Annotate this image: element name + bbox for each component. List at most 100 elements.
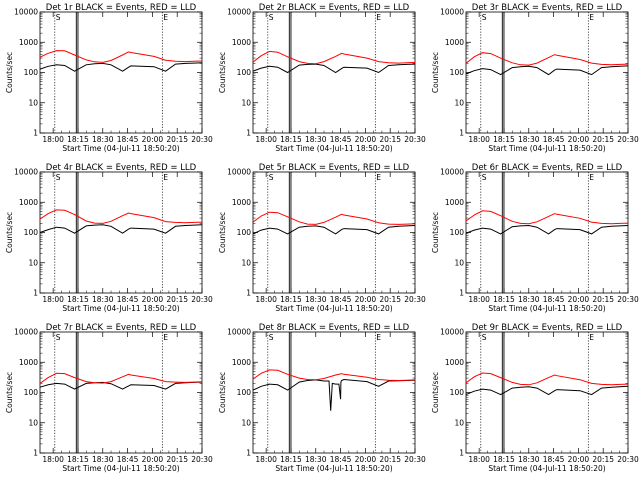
series-events-line bbox=[39, 62, 203, 72]
x-tick-label: 18:15 bbox=[493, 135, 515, 144]
panel-title: Det 5r BLACK = Events, RED = LLD bbox=[259, 163, 410, 173]
x-tick-label: 20:00 bbox=[355, 135, 377, 144]
y-tick-label: 1000 bbox=[19, 358, 38, 367]
series-lld-line bbox=[465, 210, 629, 225]
x-tick-label: 18:30 bbox=[518, 295, 540, 304]
panel-det-4: Det 4r BLACK = Events, RED = LLD 1 10 100 10… bbox=[5, 163, 213, 313]
x-tick-label: 18:45 bbox=[543, 135, 565, 144]
x-tick-label: 18:00 bbox=[468, 455, 490, 464]
x-tick-label: 20:30 bbox=[404, 295, 426, 304]
y-tick-label: 1 bbox=[459, 129, 464, 138]
series-lld-line bbox=[39, 372, 203, 384]
x-tick-label: 18:15 bbox=[67, 295, 89, 304]
y-axis-label: Counts/sec bbox=[431, 372, 440, 413]
x-tick-label: 20:15 bbox=[379, 295, 401, 304]
x-tick-label: 20:00 bbox=[568, 455, 590, 464]
interval-marker-label: E bbox=[589, 173, 594, 182]
x-tick-label: 18:15 bbox=[493, 455, 515, 464]
y-tick-label: 10 bbox=[454, 258, 464, 267]
y-axis-label: Counts/sec bbox=[218, 212, 227, 253]
x-tick-label: 20:15 bbox=[166, 135, 188, 144]
x-tick-label: 18:45 bbox=[330, 295, 352, 304]
y-tick-label: 10 bbox=[454, 418, 464, 427]
y-tick-label: 1000 bbox=[232, 38, 251, 47]
x-tick-label: 18:15 bbox=[280, 135, 302, 144]
series-events-line bbox=[39, 381, 203, 390]
y-tick-label: 1000 bbox=[19, 198, 38, 207]
x-axis-label: Start Time (04-Jul-11 18:50:20) bbox=[488, 464, 605, 473]
x-axis-label: Start Time (04-Jul-11 18:50:20) bbox=[62, 144, 179, 153]
x-tick-label: 20:15 bbox=[379, 455, 401, 464]
panel-det-8: Det 8r BLACK = Events, RED = LLD 1 10 100 10… bbox=[218, 323, 426, 473]
y-axis-label: Counts/sec bbox=[5, 372, 14, 413]
y-tick-label: 1 bbox=[33, 129, 38, 138]
interval-marker-label: E bbox=[589, 13, 594, 22]
interval-marker-label: E bbox=[163, 173, 168, 182]
interval-marker-label: S bbox=[482, 173, 487, 182]
y-tick-label: 1000 bbox=[19, 38, 38, 47]
interval-marker-label: S bbox=[482, 13, 487, 22]
x-tick-label: 20:00 bbox=[142, 295, 164, 304]
x-tick-label: 20:00 bbox=[142, 455, 164, 464]
x-tick-label: 20:30 bbox=[191, 295, 213, 304]
interval-marker-label: E bbox=[589, 333, 594, 342]
x-tick-label: 20:15 bbox=[166, 295, 188, 304]
plot-frame bbox=[465, 11, 629, 134]
x-tick-label: 18:00 bbox=[468, 135, 490, 144]
y-tick-label: 10000 bbox=[440, 328, 464, 337]
plot-frame bbox=[252, 331, 416, 454]
x-tick-label: 18:30 bbox=[92, 135, 114, 144]
interval-marker-label: S bbox=[269, 13, 274, 22]
x-tick-label: 20:30 bbox=[191, 135, 213, 144]
y-tick-label: 100 bbox=[450, 68, 465, 77]
panel-title: Det 3r BLACK = Events, RED = LLD bbox=[472, 3, 623, 13]
y-axis-label: Counts/sec bbox=[431, 212, 440, 253]
y-tick-label: 10 bbox=[241, 98, 251, 107]
x-tick-label: 20:15 bbox=[166, 455, 188, 464]
y-tick-label: 10000 bbox=[14, 8, 38, 17]
y-tick-label: 1 bbox=[33, 449, 38, 458]
x-axis-label: Start Time (04-Jul-11 18:50:20) bbox=[488, 304, 605, 313]
x-axis-label: Start Time (04-Jul-11 18:50:20) bbox=[488, 144, 605, 153]
x-tick-label: 18:30 bbox=[518, 455, 540, 464]
y-tick-label: 100 bbox=[450, 388, 465, 397]
panel-det-3: Det 3r BLACK = Events, RED = LLD 1 10 100 10… bbox=[431, 3, 639, 153]
series-lld-line bbox=[465, 52, 629, 66]
y-tick-label: 100 bbox=[24, 388, 39, 397]
y-tick-label: 10 bbox=[241, 258, 251, 267]
y-tick-label: 1 bbox=[459, 449, 464, 458]
series-events-line bbox=[252, 225, 416, 235]
y-tick-label: 10 bbox=[241, 418, 251, 427]
series-events-line bbox=[252, 63, 416, 74]
plot-frame bbox=[39, 11, 203, 134]
plot-frame bbox=[39, 331, 203, 454]
x-tick-label: 20:30 bbox=[617, 135, 639, 144]
y-axis-label: Counts/sec bbox=[5, 212, 14, 253]
y-tick-label: 10 bbox=[28, 418, 38, 427]
series-events-line bbox=[465, 385, 629, 396]
y-tick-label: 10000 bbox=[227, 8, 251, 17]
x-tick-label: 18:30 bbox=[305, 295, 327, 304]
interval-marker-label: S bbox=[482, 333, 487, 342]
x-tick-label: 18:45 bbox=[117, 455, 139, 464]
panel-det-1: Det 1r BLACK = Events, RED = LLD 1 10 100 10… bbox=[5, 3, 213, 153]
y-axis-label: Counts/sec bbox=[218, 52, 227, 93]
series-lld-line bbox=[465, 372, 629, 386]
panel-title: Det 8r BLACK = Events, RED = LLD bbox=[259, 323, 410, 333]
x-tick-label: 20:00 bbox=[355, 455, 377, 464]
y-tick-label: 100 bbox=[237, 68, 252, 77]
panel-title: Det 9r BLACK = Events, RED = LLD bbox=[472, 323, 623, 333]
y-axis-label: Counts/sec bbox=[431, 52, 440, 93]
y-tick-label: 100 bbox=[24, 68, 39, 77]
x-tick-label: 18:30 bbox=[518, 135, 540, 144]
panel-det-9: Det 9r BLACK = Events, RED = LLD 1 10 100 10… bbox=[431, 323, 639, 473]
panel-title: Det 2r BLACK = Events, RED = LLD bbox=[259, 3, 410, 13]
interval-marker-label: S bbox=[269, 333, 274, 342]
plot-frame bbox=[465, 331, 629, 454]
x-tick-label: 20:15 bbox=[592, 135, 614, 144]
x-tick-label: 20:30 bbox=[617, 455, 639, 464]
y-tick-label: 10000 bbox=[440, 168, 464, 177]
x-tick-label: 20:15 bbox=[592, 295, 614, 304]
y-tick-label: 1 bbox=[459, 289, 464, 298]
